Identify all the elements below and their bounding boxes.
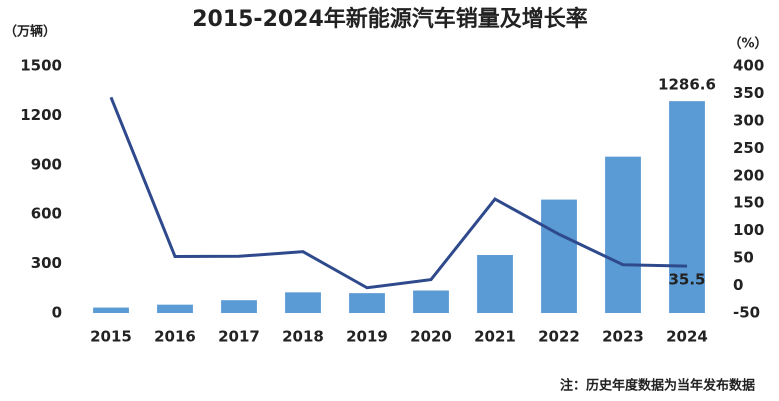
x-tick-label: 2019: [346, 328, 388, 346]
y2-tick-label: -50: [733, 304, 760, 322]
y-tick-label: 900: [31, 155, 62, 173]
y2-tick-label: 250: [733, 139, 764, 157]
bar: [541, 199, 577, 313]
data-label: 1286.6: [658, 76, 716, 94]
bar: [413, 290, 449, 313]
y-axis-label: （万辆）: [4, 24, 56, 40]
y-tick-label: 600: [31, 205, 62, 223]
bar: [669, 101, 705, 314]
bar: [221, 300, 257, 313]
y2-axis-label: （%）: [728, 36, 767, 52]
y2-tick-label: 0: [733, 276, 743, 294]
bar: [349, 293, 385, 313]
x-tick-label: 2016: [154, 328, 196, 346]
y2-tick-label: 100: [733, 221, 764, 239]
bar: [605, 156, 641, 313]
x-tick-label: 2015: [90, 328, 132, 346]
y-tick-label: 300: [31, 254, 62, 272]
data-label: 35.5: [668, 271, 705, 289]
x-tick-label: 2018: [282, 328, 324, 346]
bar: [93, 307, 129, 313]
x-tick-label: 2020: [410, 328, 452, 346]
x-tick-label: 2023: [602, 328, 644, 346]
x-tick-label: 2022: [538, 328, 580, 346]
note: 注：历史年度数据为当年发布数据: [560, 378, 755, 394]
y-tick-label: 1200: [20, 106, 62, 124]
chart-title: 2015-2024年新能源汽车销量及增长率: [192, 6, 588, 32]
x-tick-label: 2021: [474, 328, 516, 346]
line: [109, 96, 688, 290]
y2-tick-label: 400: [733, 57, 764, 75]
bar: [285, 292, 321, 313]
x-tick-label: 2024: [666, 328, 708, 346]
y2-tick-label: 200: [733, 166, 764, 184]
x-tick-label: 2017: [218, 328, 260, 346]
y-tick-label: 0: [52, 304, 62, 322]
y2-tick-label: 300: [733, 111, 764, 129]
bar: [477, 255, 513, 313]
y-tick-label: 1500: [20, 57, 62, 75]
bar: [157, 304, 193, 313]
y2-tick-label: 350: [733, 84, 764, 102]
y2-tick-label: 150: [733, 194, 764, 212]
y2-tick-label: 50: [733, 249, 754, 267]
